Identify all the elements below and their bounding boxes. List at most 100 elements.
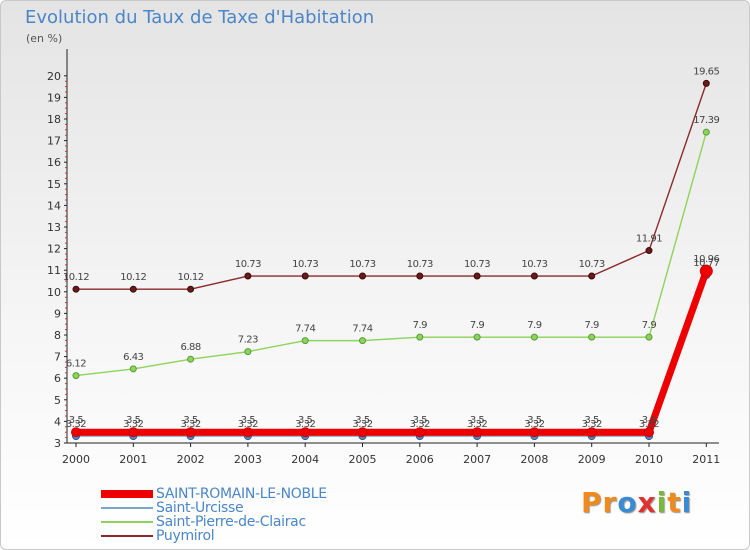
data-point	[416, 333, 424, 341]
legend-swatch	[101, 507, 153, 509]
data-label: 3.5	[355, 415, 370, 426]
y-tick-label: 7	[54, 351, 61, 364]
data-point	[416, 272, 424, 280]
y-tick-label: 18	[47, 113, 61, 126]
data-label: 3.32	[639, 419, 659, 430]
x-tick-label: 2000	[62, 453, 90, 466]
y-tick-label: 5	[54, 394, 61, 407]
data-labels: 10.12 10.12 10.12 10.73 10.73 10.73 10.73 10.73…	[63, 66, 720, 430]
x-tick-label: 2007	[463, 453, 491, 466]
data-label: 7.9	[584, 320, 599, 331]
y-tick-label: 15	[47, 178, 61, 191]
data-label: 7.74	[352, 324, 372, 335]
y-tick-label: 17	[47, 135, 61, 148]
y-tick-label: 8	[54, 329, 61, 342]
data-label: 3.32	[180, 419, 200, 430]
logo-letter: r	[602, 486, 618, 519]
legend-label: Saint-Pierre-de-Clairac	[156, 514, 306, 530]
data-label: 3.5	[642, 415, 657, 426]
chart-axes: 3 4 5 6 7 8 9 10 11 12 13 14 15 16 17 18 19 20 2000 2001 200…	[47, 49, 720, 466]
data-point	[301, 337, 309, 345]
x-tick-label: 2010	[635, 453, 663, 466]
x-tick-label: 2002	[177, 453, 205, 466]
y-tick-label: 4	[54, 415, 61, 428]
data-point	[530, 272, 538, 280]
data-point	[128, 427, 139, 438]
data-point	[529, 427, 540, 438]
proxiti-logo: Proxiti	[581, 486, 692, 519]
data-label: 7.9	[413, 320, 428, 331]
data-label: 7.74	[295, 324, 315, 335]
series-layer	[71, 79, 713, 441]
data-point	[301, 272, 309, 280]
data-label: 10.73	[349, 259, 375, 270]
data-label: 10.12	[178, 272, 204, 283]
data-point	[244, 272, 252, 280]
data-label: 3.32	[66, 419, 86, 430]
data-point	[359, 337, 366, 345]
data-point	[71, 427, 81, 438]
data-label: 3.5	[584, 415, 599, 426]
data-label: 10.73	[521, 259, 547, 270]
data-label: 3.32	[295, 419, 315, 430]
series-line-saint-pierre-de-clairac	[75, 131, 707, 377]
data-point	[472, 427, 483, 438]
series-line-saint-urcisse	[76, 274, 707, 437]
data-point	[242, 427, 253, 438]
data-label: 3.5	[470, 415, 485, 426]
data-label: 3.5	[241, 415, 256, 426]
legend-swatch	[101, 521, 153, 523]
data-point	[645, 333, 653, 341]
chart-legend: SAINT-ROMAIN-LE-NOBLE Saint-Urcisse Saint-…	[101, 487, 327, 543]
data-label: 6.88	[180, 342, 200, 353]
y-tick-label: 16	[47, 156, 61, 169]
y-tick-label: 10	[47, 286, 61, 299]
data-label: 7.9	[470, 320, 485, 331]
data-label: 3.5	[126, 415, 141, 426]
y-tick-label: 19	[47, 91, 61, 104]
data-label: 3.32	[238, 419, 258, 430]
logo-letter: i	[681, 486, 693, 519]
data-point	[72, 372, 80, 380]
chart-subtitle: (en %)	[26, 32, 63, 45]
data-label: 10.96	[693, 254, 719, 265]
x-tick-label: 2006	[406, 453, 434, 466]
data-label: 6.43	[123, 352, 143, 363]
data-label: 3.5	[298, 415, 313, 426]
data-label: 3.32	[582, 419, 602, 430]
data-point	[187, 285, 195, 293]
data-point	[588, 333, 596, 341]
data-label: 3.32	[352, 419, 372, 430]
data-point	[359, 272, 366, 280]
legend-swatch	[101, 490, 153, 498]
data-point	[414, 427, 425, 438]
data-label: 6.12	[66, 359, 86, 370]
data-label: 3.32	[524, 419, 544, 430]
data-point	[129, 285, 137, 293]
x-tick-label: 2003	[234, 453, 262, 466]
data-label: 7.9	[642, 320, 657, 331]
data-label: 11.91	[636, 234, 662, 245]
logo-letter: i	[656, 486, 668, 519]
logo-letter: t	[667, 486, 682, 519]
x-tick-label: 2001	[119, 453, 147, 466]
logo-letter: x	[637, 486, 657, 519]
y-tick-label: 3	[54, 437, 61, 450]
series-line-saint-romain-le-noble	[76, 269, 710, 436]
data-point	[187, 355, 195, 363]
x-tick-label: 2009	[578, 453, 606, 466]
data-label: 3.5	[183, 415, 198, 426]
logo-letter: o	[617, 486, 638, 519]
legend-label: SAINT-ROMAIN-LE-NOBLE	[156, 486, 327, 502]
chart-title: Evolution du Taux de Taxe d'Habitation	[25, 7, 375, 28]
data-point	[357, 427, 368, 438]
data-point	[473, 272, 481, 280]
data-label: 3.32	[123, 419, 143, 430]
y-tick-label: 13	[47, 221, 61, 234]
data-label: 10.73	[407, 259, 433, 270]
y-tick-label: 20	[47, 70, 61, 83]
y-tick-label: 12	[47, 243, 61, 256]
x-tick-label: 2011	[692, 453, 720, 466]
data-point	[185, 427, 196, 438]
